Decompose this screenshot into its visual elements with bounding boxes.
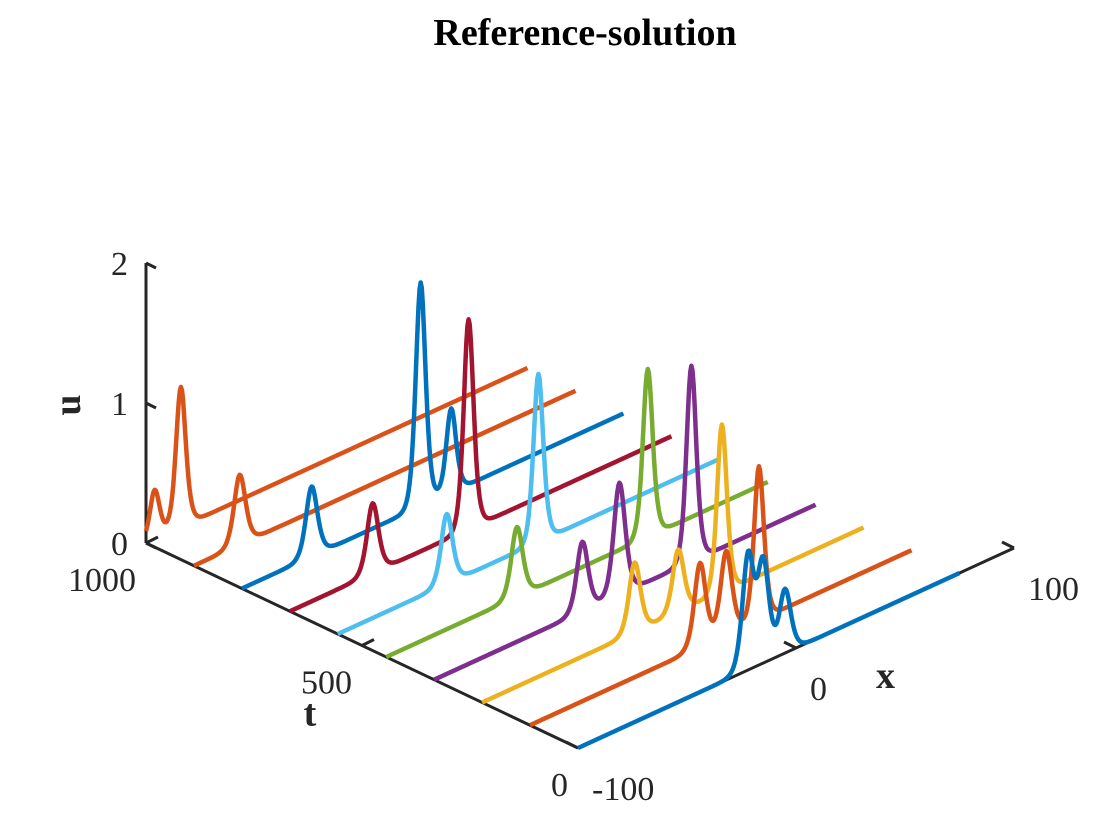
t-tick-label: 0 (551, 767, 568, 804)
series-line-t=889 (192, 388, 577, 568)
series-line-t=111 (528, 463, 913, 728)
x-tick-mark (1001, 540, 1015, 550)
x-tick-label: 0 (810, 671, 827, 708)
t-tick-label: 500 (301, 665, 352, 702)
series-line-t=222 (480, 422, 865, 705)
x-tick-label: -100 (592, 771, 654, 808)
x-axis-label: x (876, 655, 895, 697)
x-tick-label: 100 (1028, 571, 1079, 608)
u-axis-label: u (47, 394, 89, 415)
u-tick-mark (145, 261, 157, 270)
chart-title: Reference-solution (433, 12, 736, 54)
series-group (143, 280, 961, 751)
t-tick-mark (145, 535, 159, 545)
u-tick-label: 0 (111, 526, 128, 563)
t-tick-label: 1000 (68, 562, 136, 599)
series-line-t=1000 (143, 365, 529, 532)
x-tick-mark (783, 640, 797, 650)
series-line-t=778 (240, 280, 625, 591)
t-axis-label: t (304, 693, 317, 735)
u-tick-mark (145, 541, 157, 550)
u-tick-label: 1 (111, 386, 128, 423)
series-line-t=333 (432, 363, 817, 682)
u-tick-mark (145, 401, 157, 410)
t-tick-mark (361, 638, 375, 647)
x-tick-mark (565, 740, 579, 750)
series-line-t=0 (576, 548, 961, 751)
series-line-t=667 (288, 317, 673, 614)
u-tick-label: 2 (111, 246, 128, 283)
